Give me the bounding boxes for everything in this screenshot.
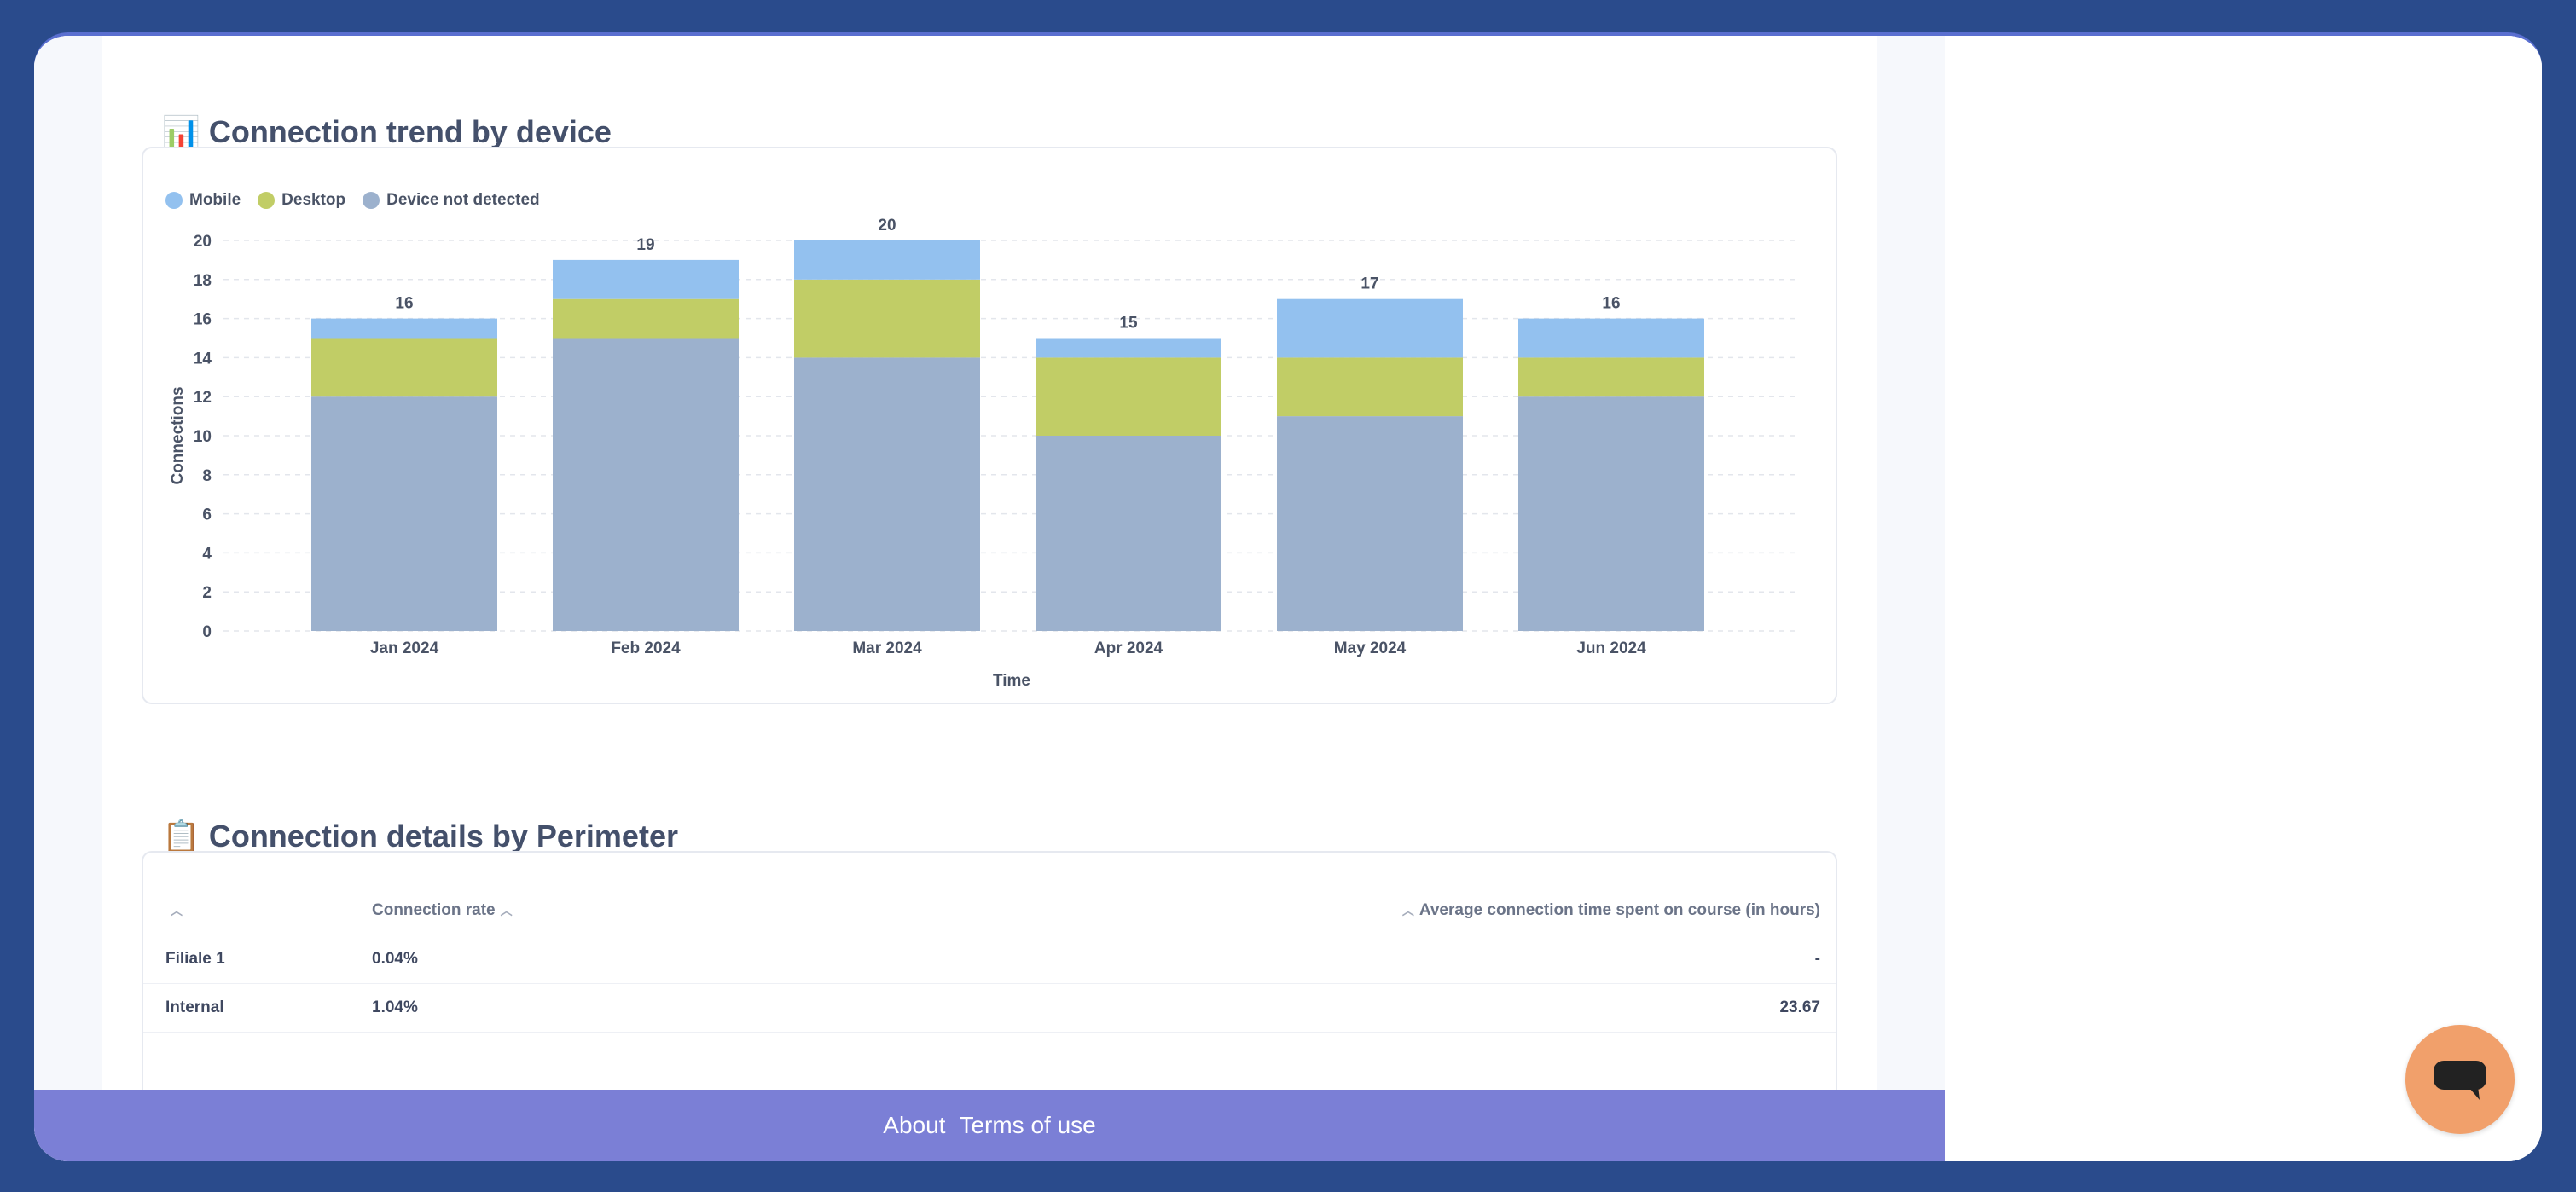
perimeter-table: ︿ Connection rate ︿ ︿ Average connection t… [143,887,1836,1033]
cell-avg-time: - [738,935,1836,984]
chat-bubble-icon [2434,1061,2486,1100]
trend-title-text: Connection trend by device [208,114,612,149]
bar-segment [553,298,739,339]
y-tick-label: 2 [202,584,212,602]
table-row: Filiale 1 0.04% - [143,935,1836,984]
chart-legend: Mobile Desktop Device not detected [165,191,540,210]
x-tick-label: May 2024 [1334,639,1407,657]
stacked-bar-chart: 0 2 4 6 8 10 12 14 16 18 20 16 Jan 2024 19 Feb 2024 20 M… [169,217,1798,690]
terms-of-use-link[interactable]: Terms of use [959,1112,1096,1138]
cell-rate: 1.04% [371,983,739,1033]
bar-total-label: 20 [878,217,896,234]
bar-segment [553,338,739,631]
trend-section-title: 📊 Connection trend by device [162,114,612,150]
legend-item-not-detected[interactable]: Device not detected [363,191,540,210]
bar-segment [794,357,980,631]
bar-segment [553,259,739,299]
bar-segment [794,240,980,280]
chat-button[interactable] [2405,1025,2515,1134]
y-tick-label: 16 [194,311,212,329]
y-axis-title: Connections [169,386,187,484]
bar-segment [1518,357,1704,397]
table-row: Internal 1.04% 23.67 [143,983,1836,1033]
bar-segment [311,318,497,339]
legend-dot-mobile [165,192,183,209]
about-link[interactable]: About [883,1112,946,1138]
y-tick-label: 6 [202,506,212,524]
sort-up-icon: ︿ [1401,904,1414,917]
x-tick-label: Jun 2024 [1576,639,1646,657]
report-content: 📊 Connection trend by device Mobile Desk… [102,36,1877,1161]
bar-segment [1036,338,1221,358]
y-tick-label: 0 [202,623,212,641]
sort-up-icon: ︿ [171,904,183,917]
x-tick-label: Apr 2024 [1094,639,1163,657]
details-title-text: Connection details by Perimeter [208,819,678,853]
y-tick-label: 8 [202,467,212,485]
footer: About Terms of use [34,1090,1945,1161]
bar-segment [1036,436,1221,631]
bar-total-label: 17 [1361,275,1378,293]
bar-segment [1277,298,1463,358]
bar-segment [311,338,497,397]
y-tick-label: 20 [194,233,212,251]
x-tick-label: Feb 2024 [611,639,681,657]
cell-perimeter: Internal [143,983,371,1033]
bar-segment [1518,318,1704,358]
legend-label-desktop: Desktop [281,191,346,209]
legend-item-desktop[interactable]: Desktop [258,191,345,210]
x-tick-label: Jan 2024 [370,639,439,657]
cell-avg-time: 23.67 [738,983,1836,1033]
bar-segment [1277,416,1463,631]
y-tick-label: 4 [202,545,212,563]
column-header-perimeter[interactable]: ︿ [143,887,371,935]
bar-total-label: 15 [1119,315,1138,333]
bar-chart-icon: 📊 [162,114,200,149]
legend-dot-not-detected [363,192,380,209]
bar-segment [1277,357,1463,417]
table-header-row: ︿ Connection rate ︿ ︿ Average connection t… [143,887,1836,935]
column-header-rate[interactable]: Connection rate ︿ [371,887,739,935]
trend-chart-card: Mobile Desktop Device not detected 0 2 4 6 8… [142,147,1837,704]
cell-perimeter: Filiale 1 [143,935,371,984]
x-tick-label: Mar 2024 [852,639,922,657]
column-header-avg-time[interactable]: ︿ Average connection time spent on course… [738,887,1836,935]
legend-dot-desktop [258,192,276,209]
legend-label-not-detected: Device not detected [386,191,540,209]
main-column: 📊 Connection trend by device Mobile Desk… [34,36,1945,1161]
legend-item-mobile[interactable]: Mobile [165,191,241,210]
sort-up-icon: ︿ [500,904,513,917]
y-tick-label: 12 [194,389,212,407]
bar-total-label: 19 [636,236,654,254]
right-panel [1945,36,2542,1161]
bar-total-label: 16 [1602,295,1620,313]
cell-rate: 0.04% [371,935,739,984]
x-axis-title: Time [993,672,1030,690]
y-tick-label: 10 [194,428,212,446]
bar-segment [1036,357,1221,436]
bar-segment [794,279,980,358]
bar-segment [311,396,497,631]
legend-label-mobile: Mobile [189,191,241,209]
y-tick-label: 14 [194,350,212,367]
app-window: 📊 Connection trend by device Mobile Desk… [34,32,2542,1161]
bar-total-label: 16 [395,295,413,313]
clipboard-icon: 📋 [162,819,200,853]
bar-segment [1518,396,1704,631]
y-tick-label: 18 [194,272,212,290]
details-section-title: 📋 Connection details by Perimeter [162,819,678,854]
